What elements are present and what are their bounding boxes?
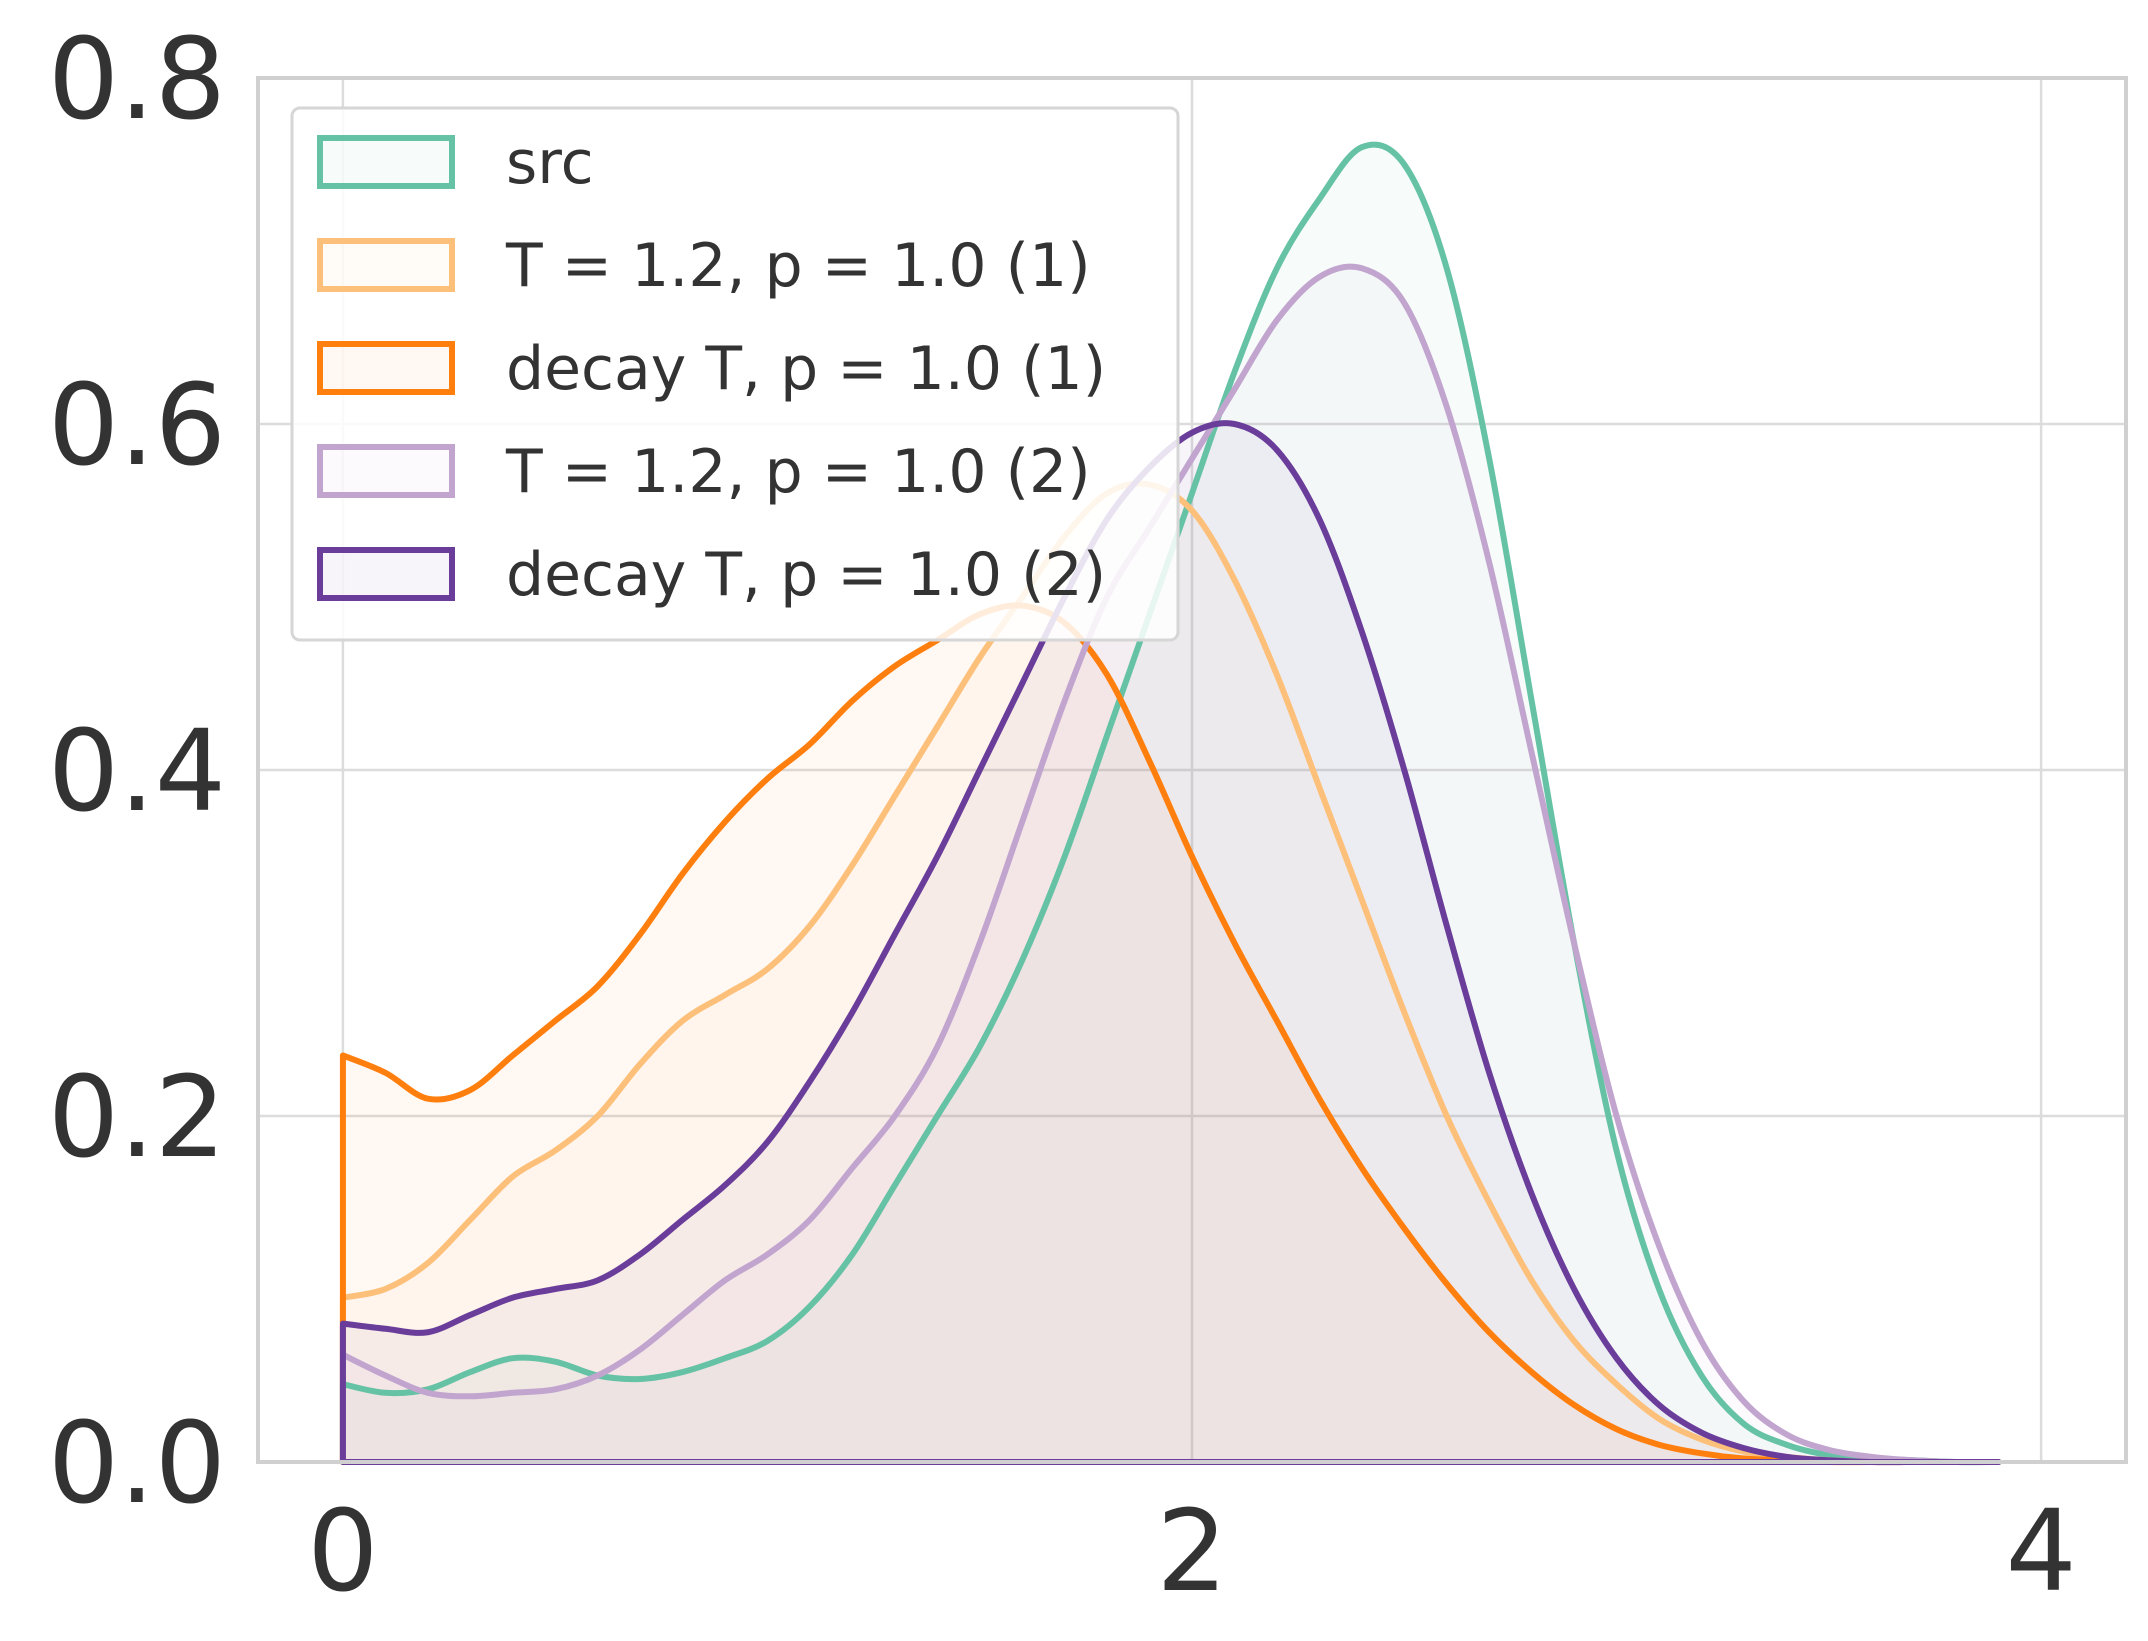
series-line-3 <box>339 263 2002 1466</box>
legend-swatch <box>317 135 455 189</box>
legend-swatch <box>317 238 455 292</box>
y-tick-label: 0.8 <box>48 15 226 145</box>
series-line-2 <box>339 602 2002 1466</box>
legend-swatch <box>317 444 455 498</box>
legend-label: decay T, p = 1.0 (1) <box>506 334 1106 404</box>
series-line-4 <box>339 420 2002 1466</box>
legend-label: T = 1.2, p = 1.0 (1) <box>505 231 1091 301</box>
y-tick-label: 0.2 <box>48 1053 226 1183</box>
legend-label: src <box>506 128 594 198</box>
series-area-1 <box>342 483 1999 1463</box>
y-tick-label: 0.0 <box>48 1399 226 1529</box>
legend-swatch <box>317 547 455 601</box>
x-tick-label: 0 <box>307 1487 378 1617</box>
series-area-4 <box>342 423 1999 1463</box>
x-tick-label: 4 <box>2005 1487 2076 1617</box>
legend-swatch <box>317 341 455 395</box>
plot-frame <box>256 76 2128 1464</box>
x-axis-ticks: 0 2 4 <box>307 1487 2076 1617</box>
x-tick-label: 2 <box>1156 1487 1227 1617</box>
series-lines <box>339 141 2002 1466</box>
legend-label: decay T, p = 1.0 (2) <box>506 540 1106 610</box>
series-line-1 <box>339 480 2002 1466</box>
y-axis-ticks: 0.0 0.2 0.4 0.6 0.8 <box>48 15 226 1529</box>
y-tick-label: 0.6 <box>48 361 226 491</box>
y-tick-label: 0.4 <box>48 707 226 837</box>
series-area-3 <box>342 266 1999 1463</box>
legend: src T = 1.2, p = 1.0 (1) decay T, p = 1.0 … <box>290 106 1180 642</box>
legend-label: T = 1.2, p = 1.0 (2) <box>505 437 1091 507</box>
series-area-2 <box>342 605 1999 1463</box>
legend-box <box>290 106 1180 642</box>
